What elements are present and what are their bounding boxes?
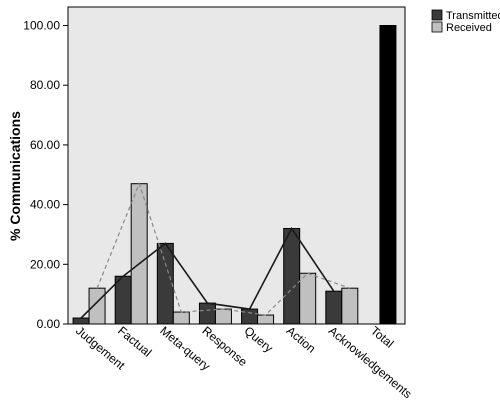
y-tick-label: 80.00 <box>30 78 60 92</box>
legend-swatch-received <box>431 21 443 33</box>
y-tick-label: 20.00 <box>30 257 60 271</box>
legend-label-transmitted: Transmitted <box>446 10 500 22</box>
overlay-lines <box>80 181 351 319</box>
y-tick-label: 100.00 <box>23 19 60 33</box>
bar-received <box>257 314 275 325</box>
bar-transmitted <box>156 242 174 325</box>
bar-received <box>341 287 359 325</box>
bar-transmitted <box>114 275 132 325</box>
bars <box>72 25 397 325</box>
y-tick-label: 0.00 <box>37 317 61 331</box>
y-axis-title: % Communications <box>7 111 23 241</box>
overlay-line-transmitted <box>80 226 335 319</box>
bar-transmitted <box>283 227 301 325</box>
overlay-line-received <box>96 181 351 316</box>
bar-received <box>88 287 106 325</box>
bar-total <box>379 25 397 325</box>
legend: Transmitted Received <box>431 9 500 34</box>
bar-transmitted <box>198 302 216 325</box>
plot-area <box>67 6 406 325</box>
y-tick-label: 60.00 <box>30 138 60 152</box>
y-axis: 0.00 20.00 40.00 60.00 80.00 100.00 <box>23 19 68 331</box>
x-tick-label: Query <box>242 324 276 356</box>
bar-received <box>130 183 148 325</box>
bar-received <box>214 308 232 325</box>
bar-transmitted <box>72 317 90 325</box>
legend-swatch-transmitted <box>431 9 443 21</box>
bar-received <box>172 311 190 325</box>
bar-transmitted <box>325 290 343 325</box>
bar-received <box>299 272 317 325</box>
legend-label-received: Received <box>446 22 492 34</box>
y-tick-label: 40.00 <box>30 198 60 212</box>
x-tick-label: Factual <box>115 324 154 360</box>
x-tick-label: Total <box>368 324 396 351</box>
bar-transmitted <box>241 308 259 325</box>
x-tick-label: Action <box>284 324 319 356</box>
